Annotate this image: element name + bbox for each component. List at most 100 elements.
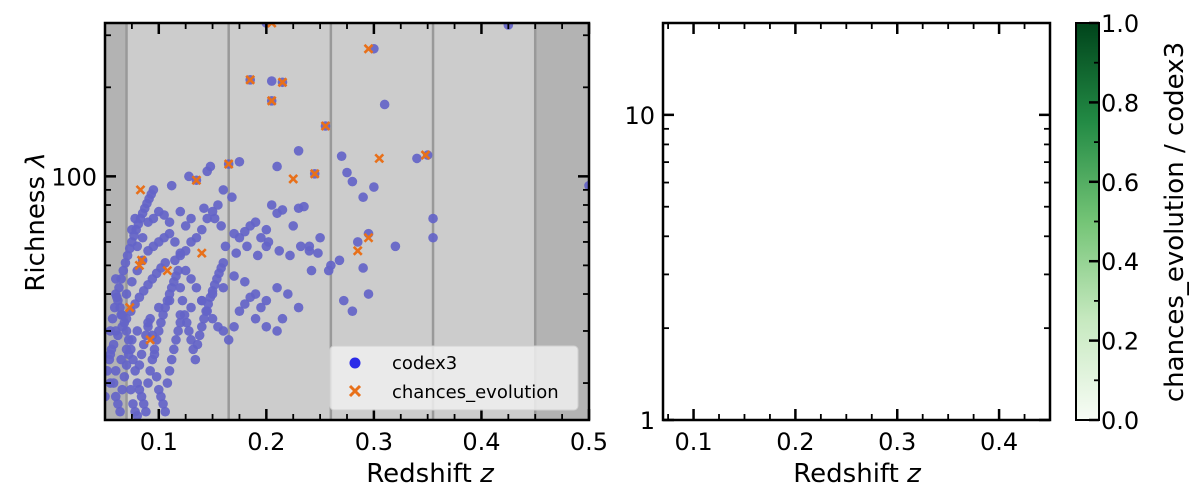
codex3-point xyxy=(428,213,438,224)
codex3-point xyxy=(136,349,147,360)
codex3-point xyxy=(132,326,143,336)
codex3-point xyxy=(295,241,306,252)
codex3-point xyxy=(128,399,138,409)
codex3-point xyxy=(223,335,234,345)
right-axes-frame xyxy=(661,21,1052,422)
codex3-point xyxy=(158,310,168,320)
right-empty-panel: 0.1 0.2 0.3 0.4 1 10 Redshift z xyxy=(624,21,1052,489)
x-tick-label: 0.4 xyxy=(980,428,1018,456)
x-tick-label: 0.2 xyxy=(776,428,814,456)
codex3-point xyxy=(121,360,132,370)
codex3-point xyxy=(160,258,171,268)
chances-evolution-point xyxy=(135,184,146,195)
codex3-point xyxy=(218,282,229,293)
codex3-point xyxy=(306,265,317,276)
codex3-point xyxy=(428,232,438,243)
codex3-point xyxy=(106,344,117,355)
left-x-axis-label: Redshift z xyxy=(366,459,495,489)
codex3-point xyxy=(186,237,196,247)
codex3-point xyxy=(138,399,149,409)
codex3-point xyxy=(347,306,358,316)
codex3-point xyxy=(186,274,196,284)
codex3-point xyxy=(272,326,282,336)
codex3-point xyxy=(293,203,304,214)
codex3-point xyxy=(169,344,179,355)
codex3-point xyxy=(156,391,166,402)
legend-box xyxy=(329,345,579,411)
codex3-point xyxy=(175,248,186,258)
codex3-point xyxy=(184,171,194,182)
codex3-point xyxy=(126,384,136,395)
x-tick-label: 0.5 xyxy=(570,428,608,456)
codex3-point xyxy=(177,295,188,306)
codex3-point xyxy=(229,321,239,332)
codex3-point xyxy=(315,232,325,243)
codex3-point xyxy=(117,321,128,332)
codex3-point xyxy=(109,302,120,313)
codex3-point xyxy=(127,276,137,287)
codex3-point xyxy=(180,265,191,276)
codex3-point xyxy=(186,302,196,313)
chances-evolution-point xyxy=(420,150,431,161)
codex3-point xyxy=(123,335,134,345)
colorbar-tick-label: 0.8 xyxy=(1101,89,1139,117)
codex3-point xyxy=(171,335,181,345)
chances-evolution-point xyxy=(145,334,156,345)
codex3-point xyxy=(334,255,345,266)
codex3-point xyxy=(218,185,229,195)
codex3-point xyxy=(108,378,119,388)
codex3-point xyxy=(338,295,349,306)
codex3-point xyxy=(123,349,134,360)
codex3-point xyxy=(197,224,207,235)
codex3-point xyxy=(114,282,124,293)
codex3-point xyxy=(113,399,123,409)
chances-evolution-point xyxy=(288,174,299,184)
codex3-point xyxy=(379,99,390,110)
codex3-point xyxy=(151,371,162,382)
codex3-point xyxy=(173,265,183,276)
legend-marker-codex3 xyxy=(349,357,361,369)
codex3-point xyxy=(119,371,130,382)
codex3-point xyxy=(274,246,285,256)
codex3-point xyxy=(117,384,128,395)
y-tick-label: 100 xyxy=(51,163,97,191)
codex3-point xyxy=(199,203,209,214)
codex3-point xyxy=(120,258,131,268)
chances-evolution-point xyxy=(266,23,277,28)
codex3-point xyxy=(261,224,272,235)
codex3-point xyxy=(202,166,212,177)
codex3-point xyxy=(293,302,304,313)
codex3-point xyxy=(263,237,274,247)
codex3-point xyxy=(115,406,125,417)
codex3-point xyxy=(358,192,368,203)
codex3-point xyxy=(173,326,183,336)
codex3-point xyxy=(118,265,129,276)
codex3-point xyxy=(272,208,282,219)
codex3-point xyxy=(184,326,194,336)
codex3-point xyxy=(197,321,207,332)
codex3-point xyxy=(166,354,177,365)
codex3-point xyxy=(132,410,143,420)
codex3-point xyxy=(105,366,112,376)
codex3-point xyxy=(240,299,250,309)
colorbar: 0.0 0.2 0.4 0.6 0.8 1.0 chances_evolution / c… xyxy=(1075,10,1190,435)
codex3-point xyxy=(242,241,252,252)
chances-evolution-point xyxy=(277,77,288,88)
chances-evolution-point xyxy=(309,168,320,179)
codex3-point xyxy=(266,200,277,210)
codex3-point xyxy=(175,206,186,217)
codex3-point xyxy=(304,241,315,252)
legend-marker-chances xyxy=(348,384,362,398)
codex3-point xyxy=(136,391,147,402)
codex3-point xyxy=(209,213,220,224)
codex3-point xyxy=(175,282,186,293)
chances-evolution-point xyxy=(245,74,256,85)
chances-evolution-point xyxy=(134,260,145,271)
codex3-point xyxy=(192,339,203,350)
codex3-point xyxy=(229,228,239,239)
codex3-point xyxy=(191,282,202,293)
codex3-point xyxy=(113,330,123,341)
chances-evolution-point xyxy=(363,232,374,243)
chances-evolution-point xyxy=(374,153,385,164)
